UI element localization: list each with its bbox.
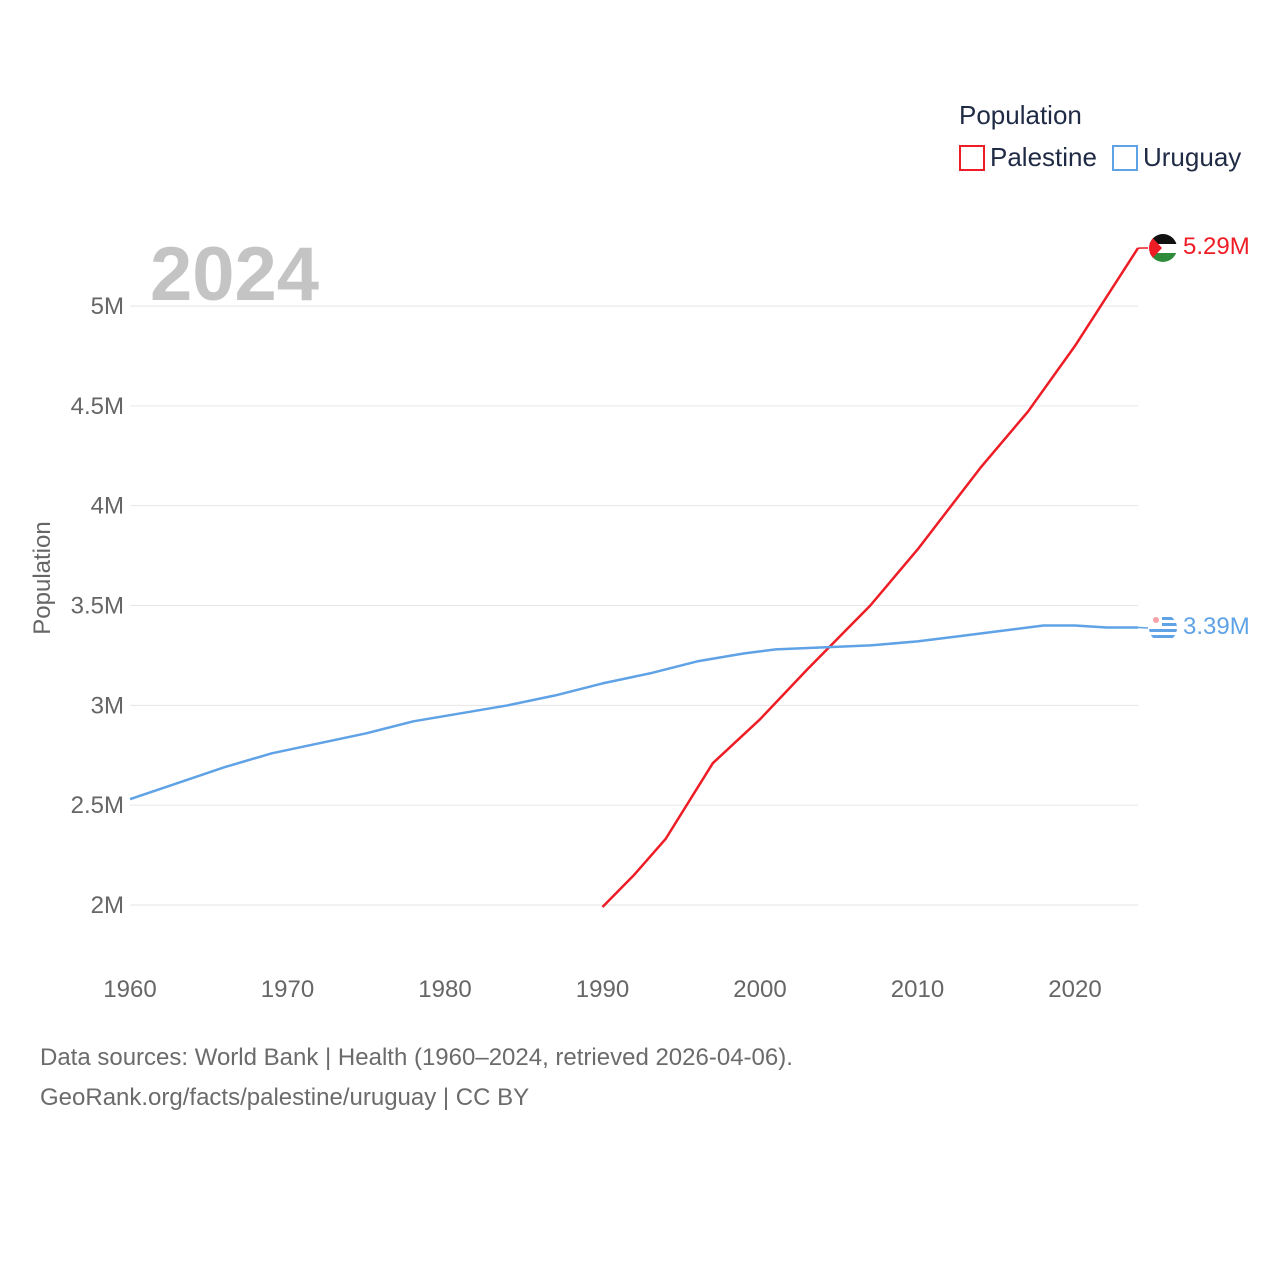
y-tick-label: 2.5M: [71, 792, 124, 819]
legend-title: Population: [959, 100, 1082, 130]
x-tick-label: 2000: [733, 976, 786, 1003]
y-tick-label: 3.5M: [71, 593, 124, 620]
year-label: 2024: [150, 232, 319, 317]
x-tick-label: 1990: [576, 976, 629, 1003]
uruguay-flag-icon: [1149, 614, 1177, 642]
palestine-flag-icon: [1149, 234, 1177, 262]
source-url[interactable]: GeoRank.org/facts/palestine/uruguay | CC…: [40, 1084, 530, 1111]
y-axis-title: Population: [29, 521, 56, 634]
legend-label-palestine: Palestine: [990, 142, 1097, 172]
y-axis: 2M 2.5M 3M 3.5M 4M 4.5M 5M: [71, 293, 124, 919]
x-tick-label: 1960: [103, 976, 156, 1003]
x-tick-label: 1980: [418, 976, 471, 1003]
series-lines: 5.29M 3.39M: [129, 233, 1250, 908]
legend-swatch-palestine: [959, 145, 985, 171]
series-line-palestine: [601, 247, 1140, 908]
legend-swatch-uruguay: [1112, 145, 1138, 171]
y-tick-label: 5M: [91, 293, 124, 320]
end-value-label-palestine: 5.29M: [1183, 233, 1250, 260]
series-line-uruguay: [129, 624, 1138, 801]
x-tick-label: 1970: [261, 976, 314, 1003]
gridlines: [130, 305, 1138, 906]
y-tick-label: 2M: [91, 892, 124, 919]
end-value-label-uruguay: 3.39M: [1183, 613, 1250, 640]
source-note: Data sources: World Bank | Health (1960–…: [40, 1044, 793, 1071]
x-tick-label: 2010: [891, 976, 944, 1003]
line-chart: 2M 2.5M 3M 3.5M 4M 4.5M 5M 1960 1970 1980 1990 200…: [29, 100, 1250, 1003]
x-tick-label: 2020: [1048, 976, 1101, 1003]
legend-label-uruguay: Uruguay: [1143, 142, 1241, 172]
end-connector-uruguay: [1137, 626, 1149, 629]
y-tick-label: 3M: [91, 692, 124, 719]
legend: Population Palestine Uruguay: [959, 100, 1241, 172]
x-axis: 1960 1970 1980 1990 2000 2010 2020: [103, 976, 1101, 1003]
y-tick-label: 4.5M: [71, 393, 124, 420]
y-tick-label: 4M: [91, 493, 124, 520]
